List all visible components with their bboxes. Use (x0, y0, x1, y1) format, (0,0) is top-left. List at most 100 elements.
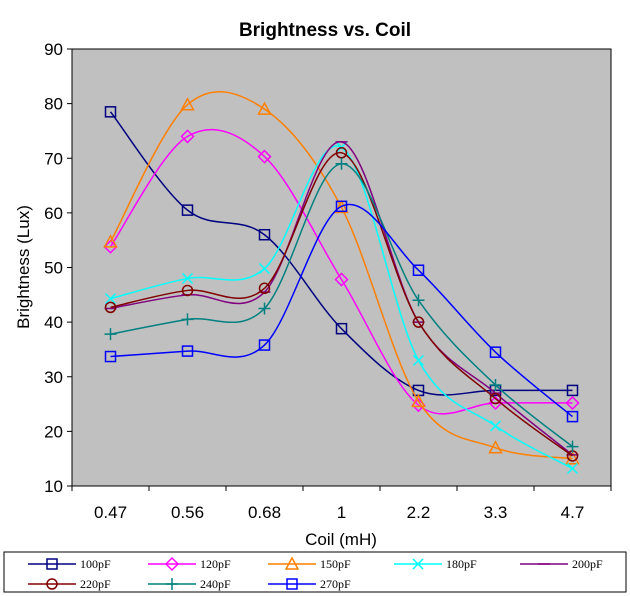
data-point (103, 234, 118, 248)
data-point (489, 346, 502, 358)
data-point (181, 272, 194, 284)
series-120pF (103, 128, 580, 415)
series-100pF (104, 106, 579, 397)
legend-label: 270pF (320, 577, 351, 591)
y-tick-label: 40 (44, 313, 63, 332)
legend-entry: 270pF (268, 577, 351, 591)
y-tick-label: 60 (44, 204, 63, 223)
data-point (412, 264, 425, 276)
data-point (489, 392, 502, 405)
legend-label: 200pF (572, 557, 603, 571)
legend-label: 220pF (80, 577, 111, 591)
y-tick-label: 90 (44, 40, 63, 59)
data-point (258, 302, 271, 315)
y-axis: 10 20 30 40 50 60 70 80 90 (44, 40, 72, 496)
x-tick-label: 4.7 (561, 503, 585, 522)
data-point (258, 339, 271, 351)
y-tick-label: 70 (44, 149, 63, 168)
y-tick-label: 20 (44, 422, 63, 441)
series-240pF (104, 157, 579, 453)
legend-marker (164, 556, 180, 572)
data-point (566, 462, 579, 475)
legend-label: 240pF (200, 577, 231, 591)
series-line (110, 141, 573, 456)
x-tick-label: 0.47 (94, 503, 127, 522)
data-point (104, 106, 117, 118)
legend-entry: 180pF (394, 557, 477, 571)
legend-marker (46, 558, 58, 570)
y-axis-label: Brightness (Lux) (14, 205, 33, 329)
data-point (104, 301, 117, 314)
data-point (566, 384, 579, 397)
data-point (334, 199, 349, 214)
data-point (181, 204, 194, 216)
legend-marker (166, 578, 178, 590)
series-270pF (104, 200, 579, 423)
legend-entry: 120pF (148, 556, 231, 572)
legend-entry: 150pF (268, 556, 351, 571)
data-point (258, 282, 271, 295)
y-tick-label: 30 (44, 368, 63, 387)
y-tick-label: 10 (44, 477, 63, 496)
x-axis-label: Coil (mH) (305, 530, 377, 549)
legend-marker (284, 556, 300, 570)
x-tick-label: 0.68 (248, 503, 281, 522)
data-point (412, 354, 425, 366)
data-point (180, 129, 195, 144)
data-point (181, 313, 194, 326)
series-line (110, 203, 573, 418)
data-point (489, 378, 502, 391)
data-point (335, 200, 348, 213)
data-point (335, 322, 348, 335)
data-point (103, 239, 118, 254)
legend-entry: 240pF (148, 577, 231, 591)
data-point (566, 440, 579, 453)
data-point (104, 350, 117, 363)
series-150pF (103, 91, 580, 465)
legend-entry: 220pF (28, 577, 111, 591)
series-layer (103, 91, 580, 475)
data-point (258, 228, 271, 241)
legend-entry: 200pF (520, 557, 603, 571)
data-point (104, 328, 117, 341)
y-tick-label: 50 (44, 259, 63, 278)
chart-title: Brightness vs. Coil (239, 20, 411, 41)
legend-label: 180pF (446, 557, 477, 571)
legend-marker (46, 578, 58, 590)
series-line (109, 128, 573, 415)
data-point (257, 101, 272, 115)
data-point (411, 393, 426, 408)
x-tick-label: 2.2 (407, 503, 431, 522)
data-point (104, 293, 117, 305)
data-point (180, 97, 195, 111)
data-point (489, 420, 502, 432)
data-point (181, 345, 194, 357)
series-line (109, 91, 573, 460)
legend-marker (286, 578, 298, 590)
x-axis: 0.47 0.56 0.68 1 2.2 3.3 4.7 (71, 486, 612, 522)
legend-label: 100pF (80, 557, 111, 571)
data-point (566, 410, 579, 423)
x-tick-label: 1 (337, 503, 346, 522)
legend-label: 120pF (200, 557, 231, 571)
y-tick-label: 80 (44, 95, 63, 114)
legend-marker (412, 558, 424, 570)
x-tick-label: 3.3 (484, 503, 508, 522)
data-point (181, 284, 194, 297)
legend-box (3, 551, 627, 593)
data-point (334, 272, 349, 287)
data-point (488, 440, 503, 454)
data-point (565, 451, 580, 465)
data-point (258, 263, 271, 275)
legend-entry: 100pF (28, 557, 111, 571)
legend-label: 150pF (320, 557, 351, 571)
data-point (257, 149, 272, 164)
data-point (565, 395, 580, 411)
legend: 100pF 120pF 150pF 180pF 200pF 220pF 240pF 270pF (28, 556, 603, 591)
data-point (412, 316, 425, 328)
data-point (335, 157, 348, 170)
x-tick-label: 0.56 (171, 503, 204, 522)
plot-area (71, 48, 612, 487)
